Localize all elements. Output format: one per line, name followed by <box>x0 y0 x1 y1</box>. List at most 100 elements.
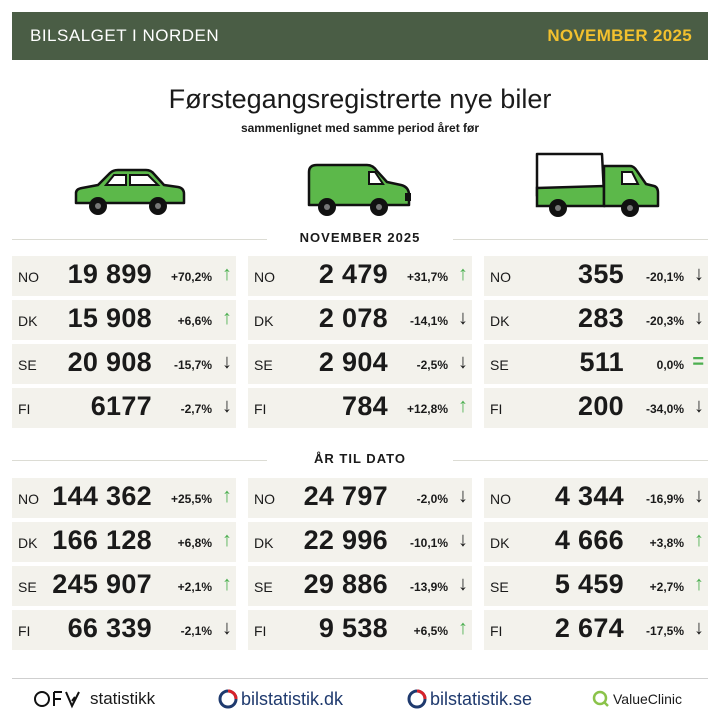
registration-count: 2 479 <box>318 259 388 289</box>
arrow-up-icon: ↑ <box>222 529 232 551</box>
footer-logos: statistikk bilstatistik.dk bilstatistik.… <box>12 685 708 713</box>
change-percent: -2,5% <box>416 358 448 372</box>
registration-count: 5 459 <box>554 569 624 599</box>
change-percent: +31,7% <box>406 270 448 284</box>
ofv-logo-text: statistikk <box>90 689 156 708</box>
bilstatistik-se-text: bilstatistik.se <box>430 688 533 709</box>
country-code: FI <box>254 401 267 417</box>
arrow-up-icon: ↑ <box>458 263 468 285</box>
stat-cell: SE 511 0,0% = <box>484 344 708 384</box>
stat-cell: FI 6177 -2,7% ↓ <box>12 388 236 428</box>
country-code: SE <box>490 579 509 595</box>
ofv-mark-icon <box>34 691 80 709</box>
registration-count: 22 996 <box>303 525 388 555</box>
country-code: DK <box>254 535 274 551</box>
stat-cell: FI 66 339 -2,1% ↓ <box>12 610 236 650</box>
registration-count: 4 344 <box>554 481 624 511</box>
registration-count: 2 674 <box>554 613 624 643</box>
registration-count: 200 <box>578 391 624 421</box>
arrow-down-icon: ↓ <box>458 485 468 507</box>
stat-cell: FI 200 -34,0% ↓ <box>484 388 708 428</box>
country-code: SE <box>254 357 273 373</box>
stat-cell: DK 15 908 +6,6% ↑ <box>12 300 236 340</box>
change-percent: 0,0% <box>656 358 684 372</box>
page-title: Førstegangsregistrerte nye biler <box>168 84 552 114</box>
arrow-down-icon: ↓ <box>694 395 704 417</box>
registration-count: 24 797 <box>303 481 388 511</box>
change-percent: +6,6% <box>177 314 212 328</box>
arrow-up-icon: ↑ <box>458 617 468 639</box>
arrow-down-icon: ↓ <box>458 573 468 595</box>
change-percent: +3,8% <box>649 536 684 550</box>
change-percent: +12,8% <box>406 402 448 416</box>
month-stats-grid: NO 19 899 +70,2% ↑ NO 2 479 +31,7% ↑ NO 355 -20,1%… <box>12 256 708 428</box>
stat-cell: SE 20 908 -15,7% ↓ <box>12 344 236 384</box>
ofv-logo: statistikk <box>34 685 155 713</box>
change-percent: -2,7% <box>180 402 212 416</box>
country-code: FI <box>490 623 503 639</box>
registration-count: 19 899 <box>67 259 152 289</box>
registration-count: 66 339 <box>67 613 152 643</box>
ytd-stats-grid: NO 144 362 +25,5% ↑ NO 24 797 -2,0% ↓ NO 4 344 -16… <box>12 478 708 650</box>
arrow-down-icon: ↓ <box>458 307 468 329</box>
arrow-up-icon: ↑ <box>222 485 232 507</box>
bilstatistik-dk-mark-icon <box>218 689 238 709</box>
change-percent: -16,9% <box>645 492 684 506</box>
stat-cell: DK 283 -20,3% ↓ <box>484 300 708 340</box>
valueclinic-text: ValueClinic <box>613 691 682 707</box>
country-code: DK <box>490 535 510 551</box>
header-title: BILSALGET I NORDEN <box>30 26 220 45</box>
valueclinic-mark-icon <box>592 690 609 707</box>
change-percent: -17,5% <box>645 624 684 638</box>
arrow-down-icon: ↓ <box>222 395 232 417</box>
country-code: SE <box>18 579 37 595</box>
registration-count: 6177 <box>90 391 152 421</box>
change-percent: -13,9% <box>409 580 448 594</box>
arrow-up-icon: ↑ <box>458 395 468 417</box>
arrow-up-icon: ↑ <box>694 529 704 551</box>
registration-count: 29 886 <box>303 569 388 599</box>
stat-cell: SE 29 886 -13,9% ↓ <box>248 566 472 606</box>
stat-cell: SE 5 459 +2,7% ↑ <box>484 566 708 606</box>
arrow-down-icon: ↓ <box>694 307 704 329</box>
registration-count: 166 128 <box>52 525 152 555</box>
change-percent: +2,1% <box>177 580 212 594</box>
bilstatistik-se-logo: bilstatistik.se <box>407 685 532 713</box>
country-code: FI <box>490 401 503 417</box>
registration-count: 283 <box>578 303 624 333</box>
change-percent: -20,3% <box>645 314 684 328</box>
change-percent: +6,5% <box>413 624 448 638</box>
stat-cell: FI 784 +12,8% ↑ <box>248 388 472 428</box>
stat-cell: FI 2 674 -17,5% ↓ <box>484 610 708 650</box>
country-code: NO <box>254 491 275 507</box>
arrow-down-icon: ↓ <box>694 485 704 507</box>
registration-count: 9 538 <box>318 613 388 643</box>
section-label-month: NOVEMBER 2025 <box>12 230 708 245</box>
country-code: NO <box>18 269 39 285</box>
country-code: DK <box>490 313 510 329</box>
header-period: NOVEMBER 2025 <box>547 26 692 45</box>
registration-count: 144 362 <box>52 481 152 511</box>
change-percent: -10,1% <box>409 536 448 550</box>
page-subtitle: sammenlignet med samme period året før <box>240 121 480 135</box>
stat-cell: SE 2 904 -2,5% ↓ <box>248 344 472 384</box>
registration-count: 4 666 <box>554 525 624 555</box>
change-percent: +2,7% <box>649 580 684 594</box>
arrow-down-icon: ↓ <box>458 351 468 373</box>
stat-cell: NO 144 362 +25,5% ↑ <box>12 478 236 518</box>
registration-count: 20 908 <box>67 347 152 377</box>
header-bar: BILSALGET I NORDEN NOVEMBER 2025 <box>12 12 708 60</box>
country-code: DK <box>18 535 38 551</box>
change-percent: +70,2% <box>170 270 212 284</box>
section-label-ytd: ÅR TIL DATO <box>12 451 708 466</box>
arrow-down-icon: ↓ <box>222 351 232 373</box>
country-code: SE <box>490 357 509 373</box>
car-icon <box>70 165 190 220</box>
change-percent: +6,8% <box>177 536 212 550</box>
change-percent: -2,0% <box>416 492 448 506</box>
stat-cell: NO 355 -20,1% ↓ <box>484 256 708 296</box>
country-code: FI <box>254 623 267 639</box>
change-percent: -2,1% <box>180 624 212 638</box>
van-icon <box>305 160 415 220</box>
arrow-down-icon: ↓ <box>222 617 232 639</box>
